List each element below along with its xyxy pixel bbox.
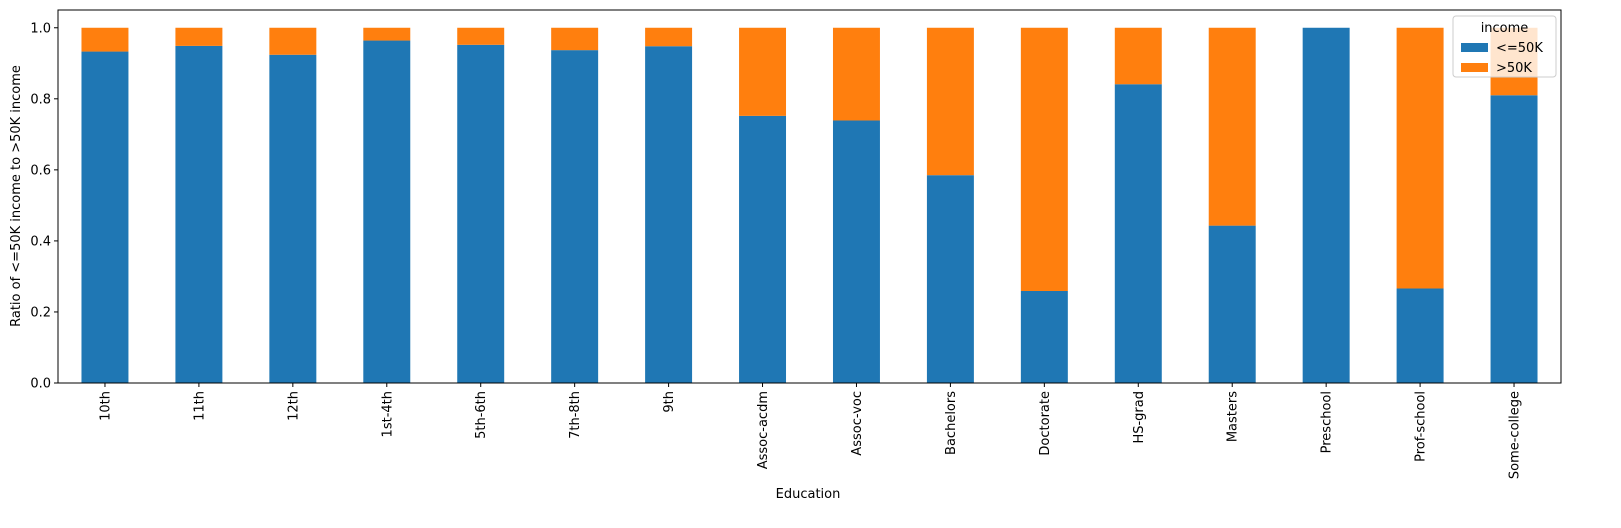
bar-gt50k-5th-6th bbox=[457, 27, 505, 45]
x-tick-label-11th: 11th bbox=[192, 391, 207, 421]
bar-gt50k-1st-4th bbox=[363, 27, 411, 41]
legend-swatch-gt50k bbox=[1461, 63, 1488, 72]
bar-le50k-7th-8th bbox=[551, 50, 599, 383]
y-tick-label: 0.0 bbox=[30, 377, 51, 392]
y-tick-label: 0.8 bbox=[30, 92, 51, 107]
bar-gt50k-11th bbox=[175, 27, 223, 46]
legend-swatch-le50k bbox=[1461, 43, 1488, 52]
legend: income <=50K >50K bbox=[1452, 15, 1557, 78]
bar-gt50k-7th-8th bbox=[551, 27, 599, 51]
bar-gt50k-masters bbox=[1208, 27, 1256, 226]
y-tick-label: 1.0 bbox=[30, 21, 51, 36]
x-tick-label-hs-grad: HS-grad bbox=[1132, 391, 1147, 444]
x-tick-label-preschool: Preschool bbox=[1320, 391, 1335, 453]
x-tick-label-10th: 10th bbox=[98, 391, 113, 421]
bar-gt50k-hs-grad bbox=[1114, 27, 1162, 85]
y-axis-title: Ratio of <=50K income to >50K income bbox=[9, 65, 24, 327]
bar-le50k-assoc-voc bbox=[832, 120, 880, 383]
y-tick-label: 0.2 bbox=[30, 305, 51, 320]
bar-le50k-12th bbox=[269, 54, 317, 383]
x-tick-label-masters: Masters bbox=[1226, 391, 1241, 442]
bar-le50k-9th bbox=[645, 46, 693, 383]
y-tick-label: 0.6 bbox=[30, 163, 51, 178]
x-tick-label-1st-4th: 1st-4th bbox=[380, 391, 395, 437]
bar-le50k-preschool bbox=[1302, 27, 1350, 383]
y-tick-label: 0.4 bbox=[30, 234, 51, 249]
bar-le50k-some-college bbox=[1490, 95, 1538, 383]
bar-le50k-1st-4th bbox=[363, 40, 411, 384]
bar-le50k-11th bbox=[175, 45, 223, 383]
x-tick-label-9th: 9th bbox=[662, 391, 677, 413]
bar-gt50k-bachelors bbox=[926, 27, 974, 176]
bar-gt50k-assoc-voc bbox=[832, 27, 880, 121]
legend-title: income bbox=[1481, 21, 1529, 36]
bars-layer bbox=[81, 27, 1538, 384]
x-tick-label-assoc-acdm: Assoc-acdm bbox=[756, 391, 771, 469]
x-tick-label-assoc-voc: Assoc-voc bbox=[850, 391, 865, 456]
x-tick-label-5th-6th: 5th-6th bbox=[474, 391, 489, 439]
bar-le50k-assoc-acdm bbox=[739, 115, 787, 384]
bar-gt50k-assoc-acdm bbox=[739, 27, 787, 116]
bar-le50k-masters bbox=[1208, 225, 1256, 383]
bar-le50k-hs-grad bbox=[1114, 84, 1162, 384]
x-tick-label-bachelors: Bachelors bbox=[944, 391, 959, 455]
bar-gt50k-12th bbox=[269, 27, 317, 55]
bar-gt50k-prof-school bbox=[1396, 27, 1444, 289]
legend-label-gt50k: >50K bbox=[1496, 61, 1532, 76]
bar-le50k-10th bbox=[81, 51, 129, 384]
x-tick-label-doctorate: Doctorate bbox=[1038, 391, 1053, 456]
legend-label-le50k: <=50K bbox=[1496, 41, 1543, 56]
x-axis-title: Education bbox=[776, 487, 841, 502]
bar-le50k-prof-school bbox=[1396, 288, 1444, 383]
x-tick-label-prof-school: Prof-school bbox=[1414, 391, 1429, 462]
x-tick-label-12th: 12th bbox=[286, 391, 301, 421]
bar-le50k-5th-6th bbox=[457, 44, 505, 384]
bar-le50k-doctorate bbox=[1020, 290, 1068, 383]
bar-gt50k-9th bbox=[645, 27, 693, 47]
bar-le50k-bachelors bbox=[926, 175, 974, 383]
legend-frame bbox=[1452, 15, 1557, 78]
bar-gt50k-doctorate bbox=[1020, 27, 1068, 291]
axes-layer: 0.0 0.2 0.4 0.6 0.8 1.0 10th 11th 12th 1st-4th 5th… bbox=[30, 9, 1562, 479]
x-tick-label-some-college: Some-college bbox=[1508, 391, 1523, 479]
plot-frame bbox=[57, 9, 1562, 384]
bar-gt50k-10th bbox=[81, 27, 129, 52]
x-tick-label-7th-8th: 7th-8th bbox=[568, 391, 583, 439]
